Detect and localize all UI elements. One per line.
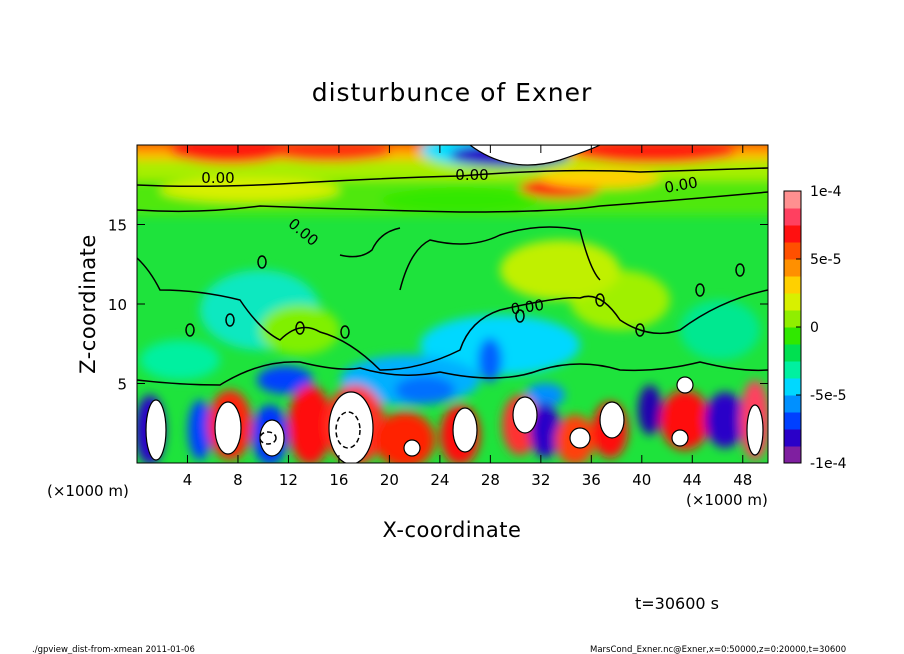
colorbar-swatch: [784, 191, 801, 209]
colorbar-swatch: [784, 276, 801, 294]
time-label: t=30600 s: [635, 594, 719, 613]
x-unit-right: (×1000 m): [686, 491, 768, 509]
x-tick-label: 40: [632, 471, 651, 489]
colorbar-swatch: [784, 361, 801, 379]
x-tick-label: 4: [183, 471, 193, 489]
colorbar-swatch: [784, 208, 801, 226]
x-unit-left: (×1000 m): [47, 482, 129, 500]
footer-right: MarsCond_Exner.nc@Exner,x=0:50000,z=0:20…: [590, 645, 846, 654]
colorbar-swatch: [784, 412, 801, 430]
x-tick-label: 32: [531, 471, 550, 489]
x-tick-label: 8: [233, 471, 243, 489]
y-tick-label: 15: [108, 217, 127, 235]
contour-label: 0.00: [510, 296, 546, 318]
contour-label: 0.00: [455, 166, 488, 184]
contour-label: 0.00: [663, 173, 699, 197]
colorbar-swatch: [784, 293, 801, 311]
x-tick-label: 20: [380, 471, 399, 489]
y-axis: 5 10 15: [108, 217, 768, 394]
colorbar-tick-label: 0: [810, 320, 819, 336]
x-tick-label: 16: [329, 471, 348, 489]
colorbar-swatch: [784, 429, 801, 447]
y-axis-label: Z-coordinate: [76, 234, 100, 374]
x-axis: 4 8 12 16 20 24 28 32 36 40 44 48: [183, 145, 752, 489]
y-tick-label: 5: [117, 376, 127, 394]
x-tick-label: 36: [582, 471, 601, 489]
colorbar-tick-label: 5e-5: [810, 252, 841, 268]
x-tick-label: 44: [683, 471, 702, 489]
y-tick-label: 10: [108, 296, 127, 314]
colorbar-tick-label: -5e-5: [810, 388, 847, 404]
x-axis-label: X-coordinate: [383, 518, 522, 542]
colorbar-swatch: [784, 446, 801, 464]
colorbar-swatch: [784, 259, 801, 277]
chart-title: disturbunce of Exner: [312, 78, 593, 107]
colorbar: 1e-4 5e-5 0 -5e-5 -1e-4: [783, 184, 847, 472]
colorbar-swatch: [784, 327, 801, 345]
x-tick-label: 48: [733, 471, 752, 489]
colorbar-swatch: [784, 395, 801, 413]
colorbar-swatch: [784, 378, 801, 396]
colorbar-swatch: [784, 242, 801, 260]
x-tick-label: 28: [481, 471, 500, 489]
colorbar-swatch: [784, 344, 801, 362]
colorbar-swatch: [784, 310, 801, 328]
x-tick-label: 24: [430, 471, 449, 489]
x-tick-label: 12: [279, 471, 298, 489]
contour-label: 0.00: [201, 169, 234, 187]
colorbar-swatch: [784, 225, 801, 243]
colorbar-tick-label: -1e-4: [810, 456, 847, 472]
colorbar-tick-label: 1e-4: [810, 184, 842, 200]
heatmap-field: [137, 145, 768, 463]
footer-left: ./gpview_dist-from-xmean 2011-01-06: [32, 645, 195, 654]
